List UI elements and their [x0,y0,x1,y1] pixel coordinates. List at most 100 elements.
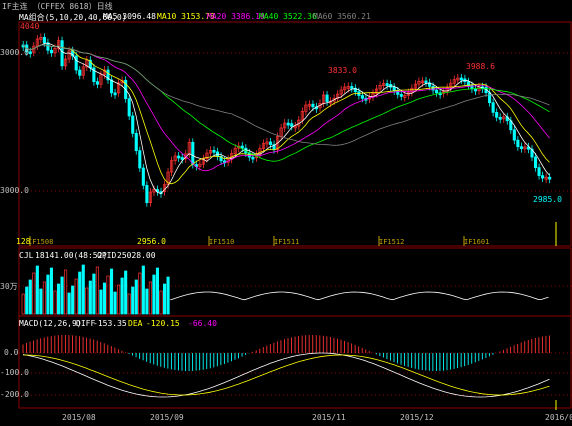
candle-body [28,51,32,55]
peak-label-1: 3833.0 [328,66,357,75]
candle-body [173,155,177,162]
volume-bar [134,279,138,315]
candle-body [346,86,350,89]
volume-bar [155,267,160,315]
volume-bar [42,281,46,315]
candle-body [191,141,195,165]
candle-body [145,184,149,204]
volume-bar [106,275,110,315]
candle-body [519,146,523,150]
diff-label: DIFF [76,319,96,328]
candle-body [74,55,78,71]
candle-body [385,83,389,86]
ma-line [22,44,550,185]
candle-body [276,136,280,150]
candle-body [64,58,68,67]
time-tick: 2015/09 [150,413,184,422]
candle-body [99,74,103,85]
candle-body [35,38,39,47]
candle-body [265,141,269,145]
volume-bar [131,286,135,315]
volume-bar [109,268,114,315]
candle-body [374,88,379,94]
volume-bar [159,290,163,315]
candle-body [39,36,43,40]
candle-body [523,146,527,150]
candle-body [261,143,266,149]
candle-body [466,81,470,86]
volume-bar [127,293,131,315]
opid-value: 25028.00 [117,251,156,260]
dea-label: DEA [128,319,143,328]
candle-body [339,89,343,95]
candle-body [459,77,463,81]
candle-body [293,125,297,129]
time-tick: 2016/01 [545,413,572,422]
candle-body [240,145,244,149]
volume-bar [21,293,25,315]
candle-body [180,157,184,160]
volume-bar [99,289,103,315]
macd-label[interactable]: MACD(12,26,9) [19,319,82,328]
candle-body [127,98,131,117]
volume-bar [120,277,124,315]
candle-body [219,156,223,162]
volume-bar [49,267,54,315]
candle-body [85,59,89,68]
candle-body [283,122,287,129]
candle-body [81,66,85,76]
candle-body [56,40,61,49]
volume-bar [88,280,92,315]
price-tick-lower: 3000.0 [0,186,29,195]
candle-body [251,156,255,160]
candle-body [420,80,425,84]
volume-bar [102,282,107,315]
volume-bar [67,292,71,315]
ma20-value: MA20 3386.10 [207,12,265,21]
candle-body [403,95,407,98]
candle-body [67,50,71,60]
volume-bar [74,278,78,315]
ma-line [22,42,550,194]
candle-body [208,149,213,154]
candle-body [117,82,121,94]
volume-bar [141,265,145,315]
candle-body [325,94,329,103]
candle-body [92,67,96,82]
peak-label-2: 3988.6 [466,62,495,71]
candle-body [353,87,357,93]
candle-body [113,92,117,96]
candle-body [502,116,506,120]
candle-body [201,158,205,165]
candle-body [498,116,502,120]
candle-body [343,86,347,91]
low-label-1: 2985.0 [533,195,562,204]
volume-bar [35,265,39,315]
contract-mark: IF1601 [464,238,490,246]
candle-body [495,112,499,118]
volume-bar [32,272,36,315]
candle-body [42,36,46,44]
candle-body [49,49,54,54]
ma-combo-label[interactable]: MA组合(5,10,20,40,60,0) [19,13,127,22]
candlesticks [21,33,552,207]
candle-body [350,86,354,89]
price-pane-frame [18,21,572,247]
volume-bar [145,288,149,315]
diff-line [22,352,550,398]
candle-body [307,103,311,107]
volume-label[interactable]: CJL [19,251,34,260]
volume-bar [71,285,75,315]
contract-mark: IF1510 [209,238,235,246]
volume-bar [152,274,156,315]
chart-title: IF主连 （CFFEX 8618）日线 [2,2,113,11]
macd-tick-zero: 0.0 [4,348,19,357]
candle-body [148,191,152,204]
candle-body [205,152,209,160]
candle-body [311,103,315,108]
volume-bar [92,273,96,315]
candle-body [212,149,216,153]
macd-pane-frame [18,315,572,409]
contract-mark: IF1508 [28,238,54,246]
